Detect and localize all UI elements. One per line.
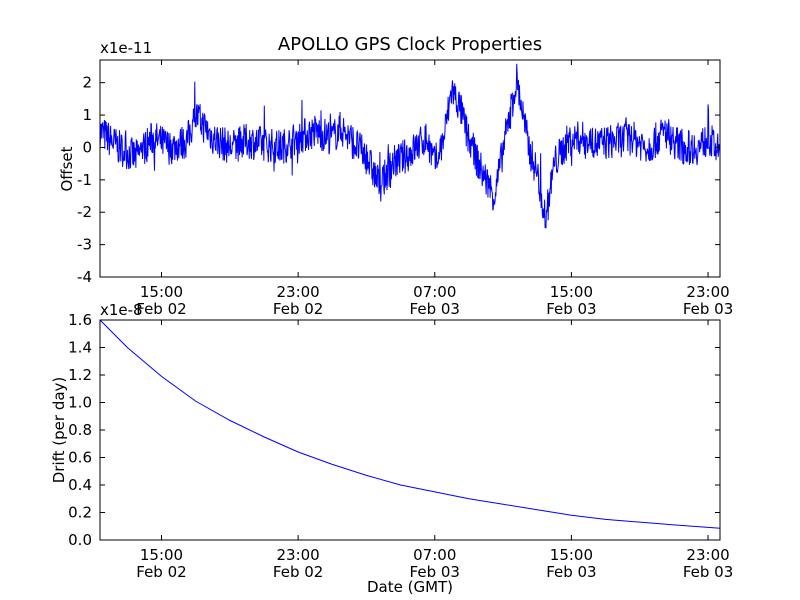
ytick-label: -4 xyxy=(77,268,92,286)
ytick-label: 2 xyxy=(82,74,92,92)
xtick-date-label: Feb 02 xyxy=(273,563,323,581)
xtick-date-label: Feb 02 xyxy=(136,300,186,318)
xtick-date-label: Feb 02 xyxy=(273,300,323,318)
ytick-label: 0.0 xyxy=(68,531,92,549)
drift-xlabel: Date (GMT) xyxy=(367,578,453,596)
offset-multiplier: x1e-11 xyxy=(100,39,152,57)
ytick-label: 1 xyxy=(82,106,92,124)
xtick-time-label: 23:00 xyxy=(277,546,320,564)
ytick-label: -2 xyxy=(77,203,92,221)
ytick-label: 0 xyxy=(82,138,92,156)
xtick-date-label: Feb 03 xyxy=(683,300,733,318)
drift-multiplier: x1e-8 xyxy=(100,301,143,319)
xtick-date-label: Feb 03 xyxy=(410,300,460,318)
drift-axes-frame xyxy=(99,319,721,541)
ytick-label: 1.6 xyxy=(68,311,92,329)
ytick-label: -1 xyxy=(77,171,92,189)
xtick-time-label: 23:00 xyxy=(277,283,320,301)
offset-axes-frame xyxy=(99,59,721,278)
chart-title: APOLLO GPS Clock Properties xyxy=(278,34,542,55)
ytick-label: -3 xyxy=(77,236,92,254)
xtick-time-label: 15:00 xyxy=(550,546,593,564)
ytick-label: 0.4 xyxy=(68,476,92,494)
ytick-label: 1.0 xyxy=(68,394,92,412)
xtick-date-label: Feb 03 xyxy=(546,563,596,581)
offset-ylabel: Offset xyxy=(58,146,76,191)
xtick-date-label: Feb 03 xyxy=(546,300,596,318)
ytick-label: 0.8 xyxy=(68,421,92,439)
xtick-time-label: 15:00 xyxy=(140,283,183,301)
xtick-time-label: 23:00 xyxy=(686,546,729,564)
drift-panel: x1e-8 Drift (per day) 0.0 0.2 0.4 0.6 0.8 1.0… xyxy=(50,301,733,596)
xtick-date-label: Feb 02 xyxy=(136,563,186,581)
xtick-date-label: Feb 03 xyxy=(410,563,460,581)
xtick-time-label: 07:00 xyxy=(413,546,456,564)
ytick-label: 0.2 xyxy=(68,504,92,522)
ytick-label: 0.6 xyxy=(68,449,92,467)
xtick-time-label: 23:00 xyxy=(686,283,729,301)
ytick-label: 1.2 xyxy=(68,366,92,384)
xtick-time-label: 15:00 xyxy=(140,546,183,564)
xtick-time-label: 15:00 xyxy=(550,283,593,301)
ytick-label: 1.4 xyxy=(68,339,92,357)
drift-ylabel: Drift (per day) xyxy=(50,377,68,484)
drift-series-line xyxy=(99,319,721,529)
xtick-date-label: Feb 03 xyxy=(683,563,733,581)
offset-series-line xyxy=(99,63,721,229)
xtick-time-label: 07:00 xyxy=(413,283,456,301)
